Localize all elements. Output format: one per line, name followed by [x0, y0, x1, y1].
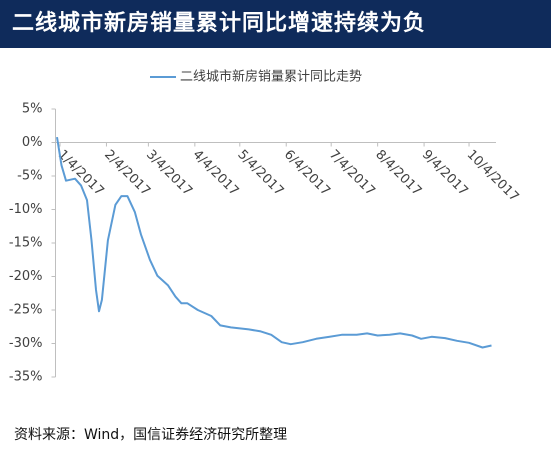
chart: 5%0%-5%-10%-15%-20%-25%-30%-35%1/4/20172… [9, 69, 522, 385]
y-tick-label: 5% [22, 102, 43, 117]
y-tick-label: -10% [9, 202, 43, 217]
source-note: 资料来源：Wind，国信证券经济研究所整理 [14, 427, 288, 443]
y-tick-label: -30% [9, 336, 43, 351]
y-tick-label: -25% [9, 303, 43, 318]
x-tick-label: 5/4/2017 [234, 147, 286, 199]
y-tick-label: -5% [17, 169, 42, 184]
x-tick-label: 1/4/2017 [55, 147, 107, 199]
series-line [56, 136, 492, 349]
title-bar: 二线城市新房销量累计同比增速持续为负 [0, 0, 551, 48]
x-tick-label: 3/4/2017 [143, 147, 195, 199]
x-tick-label: 10/4/2017 [464, 147, 522, 205]
y-tick-label: -35% [9, 370, 43, 385]
x-tick-label: 7/4/2017 [326, 147, 378, 199]
y-tick-label: 0% [22, 135, 43, 150]
legend-label: 二线城市新房销量累计同比走势 [180, 69, 362, 85]
x-tick-label: 6/4/2017 [281, 147, 333, 199]
x-tick-label: 9/4/2017 [419, 147, 471, 199]
x-tick-label: 8/4/2017 [372, 147, 424, 199]
x-tick-label: 4/4/2017 [190, 147, 242, 199]
y-tick-label: -15% [9, 236, 43, 251]
y-tick-label: -20% [9, 269, 43, 284]
